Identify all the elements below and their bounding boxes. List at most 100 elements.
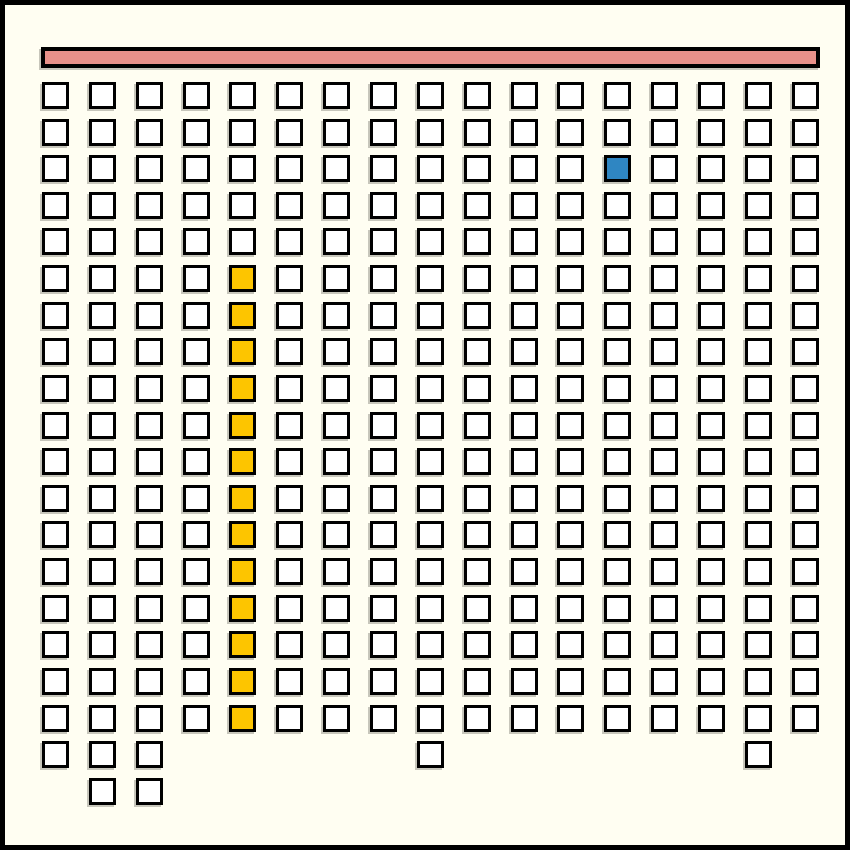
grid-cell[interactable] [136,375,163,402]
grid-cell[interactable] [792,338,819,365]
grid-cell[interactable] [651,521,678,548]
grid-cell[interactable] [276,558,303,585]
grid-cell[interactable] [370,338,397,365]
grid-cell[interactable] [464,265,491,292]
grid-cell[interactable] [136,705,163,732]
grid-cell[interactable] [89,521,116,548]
grid-cell[interactable] [370,448,397,475]
grid-cell[interactable] [276,338,303,365]
grid-cell[interactable] [370,631,397,658]
grid-cell[interactable] [651,265,678,292]
grid-cell[interactable] [511,668,538,695]
grid-cell[interactable] [792,192,819,219]
grid-cell[interactable] [557,265,584,292]
grid-cell[interactable] [511,631,538,658]
grid-cell[interactable] [792,265,819,292]
grid-cell[interactable] [604,521,631,548]
grid-cell[interactable] [417,485,444,512]
grid-cell[interactable] [89,412,116,439]
grid-cell[interactable] [323,705,350,732]
grid-cell[interactable] [42,119,69,146]
grid-cell[interactable] [323,265,350,292]
grid-cell[interactable] [511,119,538,146]
grid-cell[interactable] [604,119,631,146]
grid-cell-selected[interactable] [229,338,256,365]
grid-cell[interactable] [557,631,584,658]
grid-cell[interactable] [698,485,725,512]
grid-cell[interactable] [604,705,631,732]
grid-cell[interactable] [323,155,350,182]
grid-cell-selected[interactable] [229,521,256,548]
grid-cell[interactable] [89,558,116,585]
grid-cell[interactable] [89,448,116,475]
grid-cell[interactable] [136,595,163,622]
grid-cell[interactable] [42,705,69,732]
grid-cell[interactable] [183,192,210,219]
grid-cell[interactable] [136,485,163,512]
grid-cell[interactable] [276,521,303,548]
grid-cell-selected[interactable] [229,302,256,329]
grid-cell[interactable] [417,741,444,768]
grid-cell[interactable] [417,228,444,255]
grid-cell[interactable] [323,521,350,548]
grid-cell[interactable] [604,631,631,658]
grid-cell[interactable] [651,485,678,512]
grid-cell-special[interactable] [604,155,631,182]
grid-cell[interactable] [745,265,772,292]
grid-cell[interactable] [276,82,303,109]
grid-cell[interactable] [417,595,444,622]
grid-cell[interactable] [370,228,397,255]
grid-cell[interactable] [557,448,584,475]
grid-cell[interactable] [276,119,303,146]
grid-cell[interactable] [370,119,397,146]
grid-cell[interactable] [745,668,772,695]
grid-cell[interactable] [417,192,444,219]
grid-cell[interactable] [229,228,256,255]
grid-cell[interactable] [276,595,303,622]
grid-cell[interactable] [604,338,631,365]
grid-cell[interactable] [464,668,491,695]
grid-cell[interactable] [370,192,397,219]
grid-cell[interactable] [511,265,538,292]
grid-cell[interactable] [604,448,631,475]
grid-cell[interactable] [698,595,725,622]
grid-cell[interactable] [557,228,584,255]
grid-cell-selected[interactable] [229,668,256,695]
grid-cell[interactable] [183,631,210,658]
grid-cell[interactable] [183,302,210,329]
grid-cell[interactable] [323,82,350,109]
grid-cell[interactable] [745,302,772,329]
grid-cell[interactable] [89,778,116,805]
grid-cell[interactable] [557,302,584,329]
grid-cell[interactable] [89,82,116,109]
grid-cell[interactable] [698,192,725,219]
grid-cell[interactable] [417,521,444,548]
grid-cell[interactable] [464,558,491,585]
grid-cell[interactable] [511,192,538,219]
grid-cell[interactable] [792,155,819,182]
grid-cell[interactable] [417,155,444,182]
grid-cell[interactable] [276,448,303,475]
grid-cell[interactable] [511,228,538,255]
grid-cell[interactable] [745,192,772,219]
grid-cell[interactable] [89,485,116,512]
grid-cell[interactable] [417,668,444,695]
grid-cell[interactable] [42,631,69,658]
grid-cell[interactable] [323,668,350,695]
grid-cell[interactable] [464,192,491,219]
grid-cell[interactable] [698,448,725,475]
grid-cell-selected[interactable] [229,558,256,585]
grid-cell[interactable] [745,155,772,182]
grid-cell[interactable] [370,668,397,695]
grid-cell[interactable] [42,338,69,365]
grid-cell[interactable] [417,558,444,585]
grid-cell[interactable] [792,448,819,475]
grid-cell[interactable] [276,155,303,182]
grid-cell[interactable] [183,338,210,365]
grid-cell[interactable] [604,302,631,329]
grid-cell[interactable] [557,485,584,512]
grid-cell[interactable] [698,82,725,109]
grid-cell[interactable] [370,485,397,512]
grid-cell[interactable] [136,338,163,365]
grid-cell[interactable] [229,119,256,146]
